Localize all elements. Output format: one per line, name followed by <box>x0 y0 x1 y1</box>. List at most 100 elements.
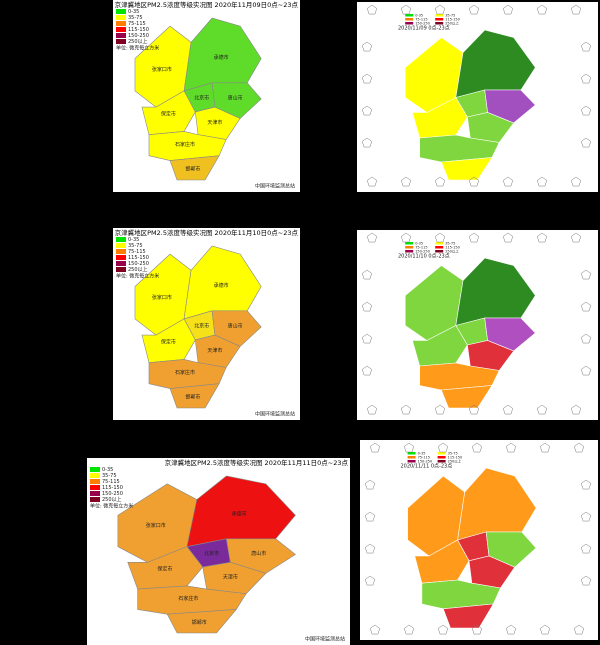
radar-icon <box>434 4 446 15</box>
radar-icon <box>366 404 378 415</box>
radar-icon <box>361 73 373 84</box>
radar-icon <box>580 511 592 522</box>
legend-label: 0-35 <box>415 241 423 245</box>
map-title: 京津冀地区PM2.5浓度等级实况图 2020年11月11日0点~23点 <box>165 458 349 467</box>
legend-swatch <box>437 460 446 463</box>
map-caption: 2020/11/09 0点-23点 <box>398 26 450 32</box>
legend-swatch <box>407 460 416 463</box>
legend-label: 75-115 <box>102 479 120 485</box>
radar-icon <box>366 232 378 243</box>
legend-swatch <box>407 452 416 455</box>
legend-swatch <box>116 21 126 26</box>
map-region <box>442 603 494 629</box>
radar-icon <box>471 624 483 635</box>
radar-icon <box>400 404 412 415</box>
credit-label: 中国环境监测总站 <box>255 183 295 190</box>
legend-label: 0-35 <box>102 467 113 473</box>
map-region <box>419 362 500 391</box>
radar-icon <box>580 575 592 586</box>
map-region <box>202 562 267 595</box>
unit-label: 单位: 微克每立方米 <box>116 273 159 280</box>
radar-icon <box>366 4 378 15</box>
legend-swatch <box>405 22 414 25</box>
city-label: 张家口市 <box>152 66 172 73</box>
map-region <box>148 131 227 161</box>
legend-swatch <box>116 237 126 242</box>
radar-icon <box>468 176 480 187</box>
radar-icon <box>361 333 373 344</box>
legend-label: 35-75 <box>102 473 117 479</box>
credit-label: 中国环境监测总站 <box>305 636 345 643</box>
map-region <box>194 334 241 368</box>
legend-label: 75-115 <box>128 21 146 27</box>
radar-icon <box>539 624 551 635</box>
map-region <box>419 134 500 163</box>
radar-icon <box>400 4 412 15</box>
panel: 2020/11/11 0点-23点 0-35 35-75 75-115 115-150 1… <box>360 440 598 640</box>
legend-label: 0-35 <box>415 13 423 17</box>
legend-swatch <box>437 456 446 459</box>
radar-icon <box>468 4 480 15</box>
radar-icon <box>364 511 376 522</box>
legend-swatch <box>116 249 126 254</box>
city-label: 保定市 <box>157 565 172 572</box>
radar-icon <box>361 137 373 148</box>
map-caption: 2020/11/11 0点-23点 <box>400 464 452 470</box>
legend-label: 150-250 <box>102 491 123 497</box>
legend-swatch <box>116 15 126 20</box>
radar-icon <box>505 624 517 635</box>
legend-label: 75-115 <box>418 455 430 459</box>
legend-swatch <box>405 14 414 17</box>
legend-label: 115-150 <box>128 255 149 261</box>
map-region <box>166 609 237 634</box>
legend-label: 150-250 <box>128 33 149 39</box>
city-label: 唐山市 <box>228 323 243 330</box>
legend-swatch <box>435 18 444 21</box>
map-title: 京津冀地区PM2.5浓度等级实况图 2020年11月09日0点~23点 <box>115 0 299 9</box>
radar-icon <box>502 404 514 415</box>
city-label: 承德市 <box>214 54 229 61</box>
legend-swatch <box>116 267 126 272</box>
radar-icon <box>403 624 415 635</box>
city-label: 邯郸市 <box>185 394 200 401</box>
radar-icon <box>361 301 373 312</box>
radar-icon <box>437 624 449 635</box>
legend-label: 0-35 <box>128 9 139 15</box>
legend-label: 115-150 <box>102 485 123 491</box>
map-region <box>484 317 536 352</box>
radar-icon <box>580 41 592 52</box>
legend-swatch <box>435 246 444 249</box>
legend-swatch <box>405 242 414 245</box>
radar-icon <box>580 73 592 84</box>
radar-icon <box>434 176 446 187</box>
city-label: 张家口市 <box>146 522 166 529</box>
panel: 2020/11/10 0点-23点 0-35 35-75 75-115 115-150 1… <box>357 230 598 420</box>
map-region <box>211 310 262 347</box>
city-label: 北京市 <box>194 323 209 330</box>
legend-label: 75-115 <box>128 249 146 255</box>
city-label: 天津市 <box>223 574 238 581</box>
city-label: 石家庄市 <box>178 595 198 602</box>
radar-icon <box>536 4 548 15</box>
legend-swatch <box>405 18 414 21</box>
map-region <box>467 340 515 371</box>
legend-swatch <box>435 22 444 25</box>
radar-icon <box>364 479 376 490</box>
radar-icon <box>361 365 373 376</box>
map-region <box>226 538 296 574</box>
legend-swatch <box>90 491 100 496</box>
map-region <box>467 112 515 143</box>
radar-icon <box>471 442 483 453</box>
legend-swatch <box>435 14 444 17</box>
legend-label: 35-75 <box>448 451 458 455</box>
legend-label: 250以上 <box>448 458 462 463</box>
legend-swatch <box>435 242 444 245</box>
radar-icon <box>580 301 592 312</box>
city-label: 北京市 <box>204 550 219 557</box>
legend-label: 115-150 <box>445 245 460 249</box>
legend-swatch <box>116 255 126 260</box>
legend-label: 0-35 <box>128 237 139 243</box>
radar-icon <box>369 624 381 635</box>
map-region <box>211 82 262 119</box>
